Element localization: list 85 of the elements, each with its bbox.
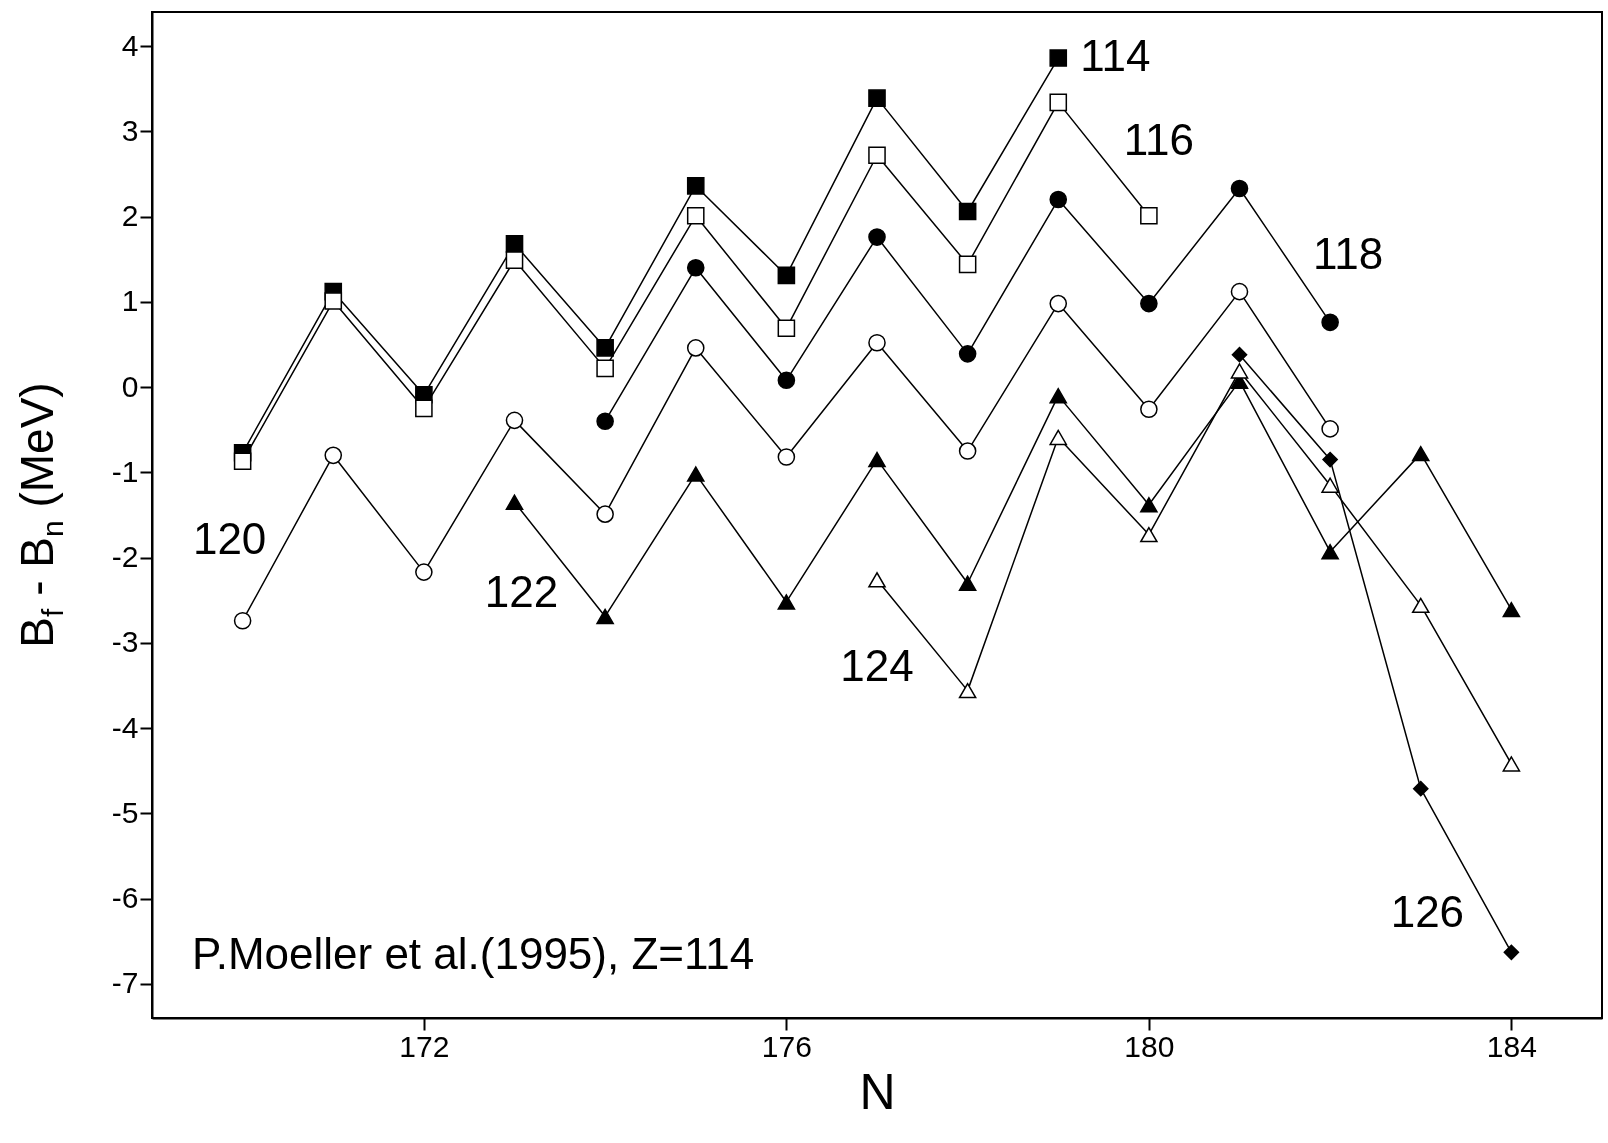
y-tick-label: -7 (111, 966, 139, 1000)
point (1049, 93, 1068, 112)
point (1049, 49, 1068, 67)
point (777, 371, 796, 390)
point (1230, 179, 1249, 198)
point (505, 411, 524, 430)
point (596, 359, 614, 378)
y-tick-label: -6 (111, 881, 139, 915)
point (1411, 597, 1430, 614)
point (868, 451, 886, 468)
point (777, 266, 796, 285)
point (1140, 206, 1158, 225)
point (1321, 477, 1339, 493)
point (686, 177, 705, 195)
point (686, 466, 705, 482)
y-tick-label: 3 (121, 113, 139, 147)
point (1049, 429, 1068, 446)
point (958, 442, 977, 460)
y-tick-label: -1 (111, 454, 139, 488)
annotation: P.Moeller et al.(1995), Z=114 (192, 929, 755, 978)
point (596, 339, 614, 357)
point (324, 446, 343, 465)
point (596, 412, 614, 431)
y-tick-label: -4 (111, 710, 139, 744)
point (868, 89, 886, 107)
y-tick-label: 4 (121, 28, 139, 62)
point (868, 146, 886, 165)
y-tick-label: 1 (121, 284, 139, 318)
point (777, 448, 796, 466)
point (1411, 445, 1430, 462)
point (958, 682, 977, 699)
point (1049, 190, 1068, 209)
y-tick-label: -3 (111, 625, 139, 659)
point (1231, 346, 1248, 363)
series-label: 114 (1080, 31, 1151, 81)
point (1321, 543, 1339, 560)
x-tick-label: 180 (1124, 1029, 1175, 1063)
point (868, 572, 886, 588)
x-tick-label: 184 (1486, 1029, 1537, 1063)
point (686, 258, 705, 277)
point (958, 575, 977, 591)
series-label: 124 (840, 640, 914, 690)
point (1140, 400, 1158, 419)
series-label: 116 (1123, 114, 1194, 164)
point (1049, 387, 1068, 404)
series-label: 118 (1313, 229, 1384, 279)
point (1140, 497, 1158, 513)
point (596, 608, 614, 625)
point (1502, 601, 1521, 618)
point (686, 206, 705, 225)
y-tick-label: 0 (121, 369, 139, 403)
series-label: 120 (192, 513, 267, 563)
point (1503, 944, 1520, 961)
series-label: 126 (1390, 887, 1465, 937)
point (868, 333, 886, 352)
point (505, 251, 524, 269)
point (777, 319, 796, 338)
point (505, 494, 524, 510)
y-tick-label: 2 (121, 199, 139, 233)
point (958, 345, 977, 363)
point (777, 594, 796, 610)
x-tick-label: 172 (399, 1029, 450, 1063)
x-axis-title: N (859, 1063, 896, 1120)
point (868, 228, 886, 246)
point (233, 452, 252, 471)
point (958, 255, 977, 274)
point (1502, 756, 1521, 772)
x-tick-label: 176 (761, 1029, 812, 1063)
point (1322, 451, 1338, 468)
point (1321, 313, 1339, 332)
point (1412, 780, 1429, 797)
point (324, 292, 343, 310)
point (1230, 282, 1249, 301)
point (1140, 526, 1158, 543)
point (415, 563, 433, 581)
y-tick-label: -5 (111, 795, 139, 829)
point (596, 505, 614, 523)
point (1049, 294, 1068, 313)
point (1140, 294, 1158, 313)
point (1230, 363, 1249, 379)
point (958, 202, 977, 221)
series-label: 122 (484, 567, 559, 617)
point (686, 339, 705, 357)
y-tick-label: -2 (111, 540, 139, 574)
point (415, 399, 433, 418)
